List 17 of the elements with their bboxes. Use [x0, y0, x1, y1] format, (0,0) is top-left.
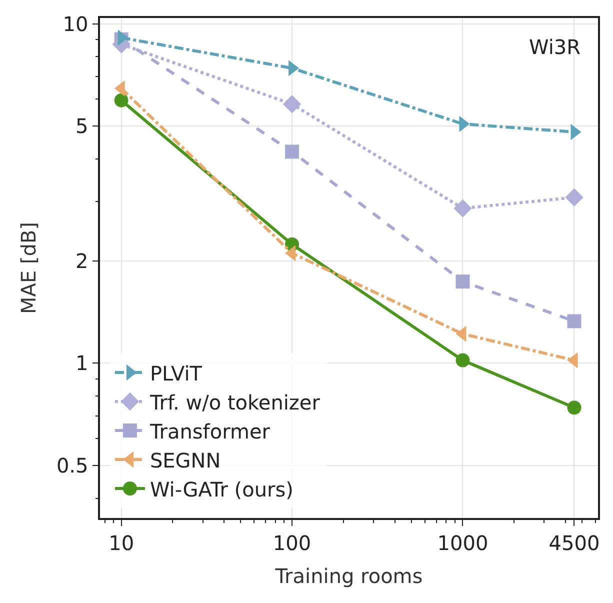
legend-label: PLViT [150, 361, 203, 386]
x-axis-title: Training rooms [274, 564, 423, 588]
y-tick-label: 5 [76, 114, 88, 138]
x-tick-label: 100 [272, 530, 312, 555]
legend-label: Trf. w/o tokenizer [148, 390, 321, 414]
annotation: Wi3R [529, 35, 581, 59]
y-tick-label: 10 [62, 12, 88, 36]
legend-label: SEGNN [150, 448, 221, 472]
legend-label: Transformer [148, 419, 271, 444]
y-tick-label: 2 [76, 249, 88, 274]
legend-label: Wi-GATr (ours) [150, 477, 294, 502]
y-axis-title: MAE [dB] [16, 222, 40, 314]
x-tick-label: 1000 [437, 530, 488, 555]
x-tick-label: 10 [108, 530, 134, 555]
x-tick-label: 4500 [548, 530, 600, 555]
y-tick-label: 1 [76, 351, 88, 376]
y-tick-label: 0.5 [56, 453, 88, 478]
